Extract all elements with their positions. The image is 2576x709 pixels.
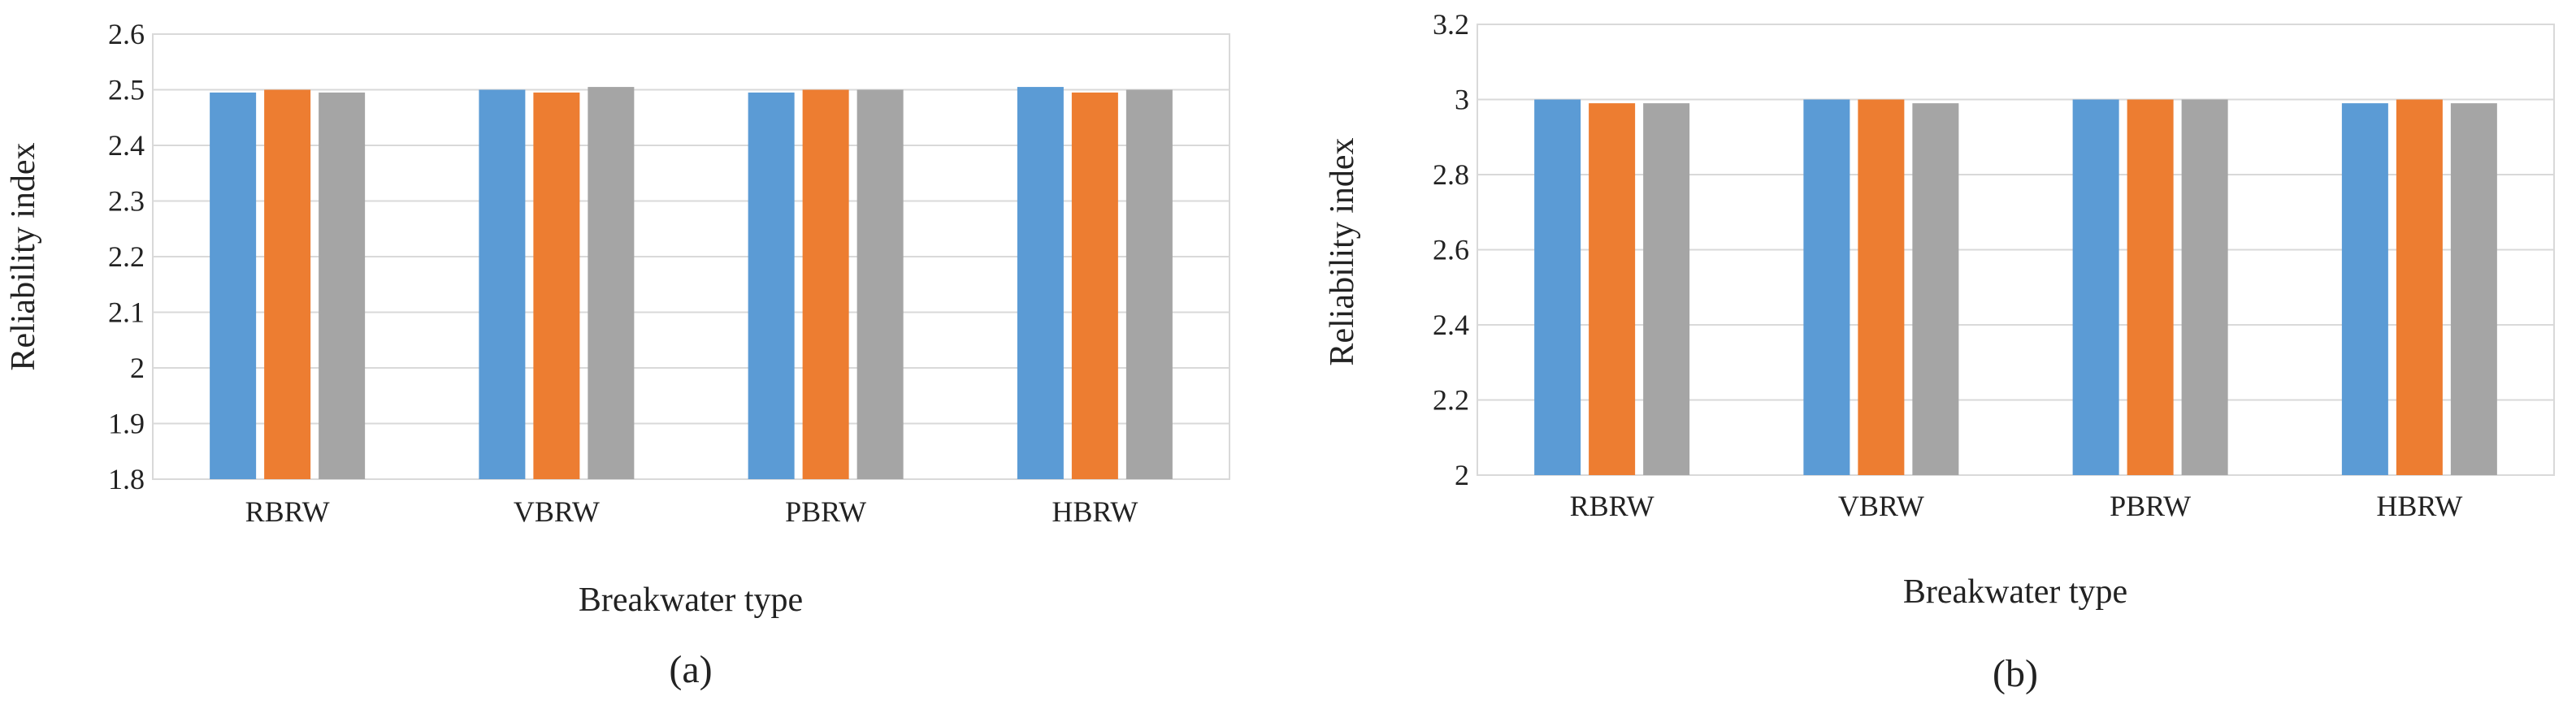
- x-tick-label: RBRW: [1570, 490, 1654, 522]
- y-tick-labels: 2 2.2 2.4 2.6 2.8 3 3.2: [1433, 8, 1469, 491]
- x-tick-label: PBRW: [785, 495, 866, 528]
- y-tick-label: 2.8: [1433, 158, 1469, 191]
- bar-hbrw-series-1: [1017, 87, 1064, 479]
- bar-vbrw-series-1: [1803, 99, 1850, 475]
- y-tick-label: 2.3: [108, 185, 145, 218]
- bar-pbrw-series-2: [802, 89, 849, 479]
- bar-hbrw-series-3: [2450, 103, 2497, 475]
- bar-rbrw-series-3: [1643, 103, 1690, 475]
- y-tick-label: 1.9: [108, 408, 145, 440]
- bar-pbrw-series-3: [2181, 99, 2228, 475]
- y-axis-title: Reliability index: [1324, 137, 1361, 365]
- panel-label-a: (a): [669, 648, 712, 691]
- panel-label-b: (b): [1993, 652, 2038, 695]
- bar-vbrw-series-2: [533, 92, 580, 480]
- y-tick-label: 1.8: [108, 463, 145, 495]
- y-tick-label: 2.6: [108, 18, 145, 50]
- chart-panel-b: 2 2.2 2.4 2.6 2.8 3 3.2 RBRW VBRW PBRW HBRW Relia…: [1324, 8, 2555, 695]
- x-axis-title: Breakwater type: [579, 581, 803, 619]
- x-axis-title: Breakwater type: [1903, 573, 2127, 611]
- bar-pbrw-series-2: [2127, 99, 2174, 475]
- bar-vbrw-series-2: [1858, 99, 1905, 475]
- bar-vbrw-series-3: [1912, 103, 1959, 475]
- bars: [1534, 99, 2497, 475]
- bar-pbrw-series-3: [856, 89, 904, 479]
- bar-pbrw-series-1: [2072, 99, 2119, 475]
- bar-rbrw-series-2: [1589, 103, 1636, 475]
- y-tick-label: 2.4: [108, 129, 145, 162]
- y-tick-label: 2.2: [108, 240, 145, 273]
- x-tick-labels: RBRW VBRW PBRW HBRW: [1570, 490, 2463, 522]
- y-tick-labels: 1.8 1.9 2 2.1 2.2 2.3 2.4 2.5 2.6: [108, 18, 145, 495]
- x-tick-label: PBRW: [2110, 490, 2191, 522]
- x-tick-label: HBRW: [1052, 495, 1138, 528]
- y-tick-label: 3.2: [1433, 8, 1469, 41]
- y-tick-label: 2.5: [108, 74, 145, 106]
- bar-hbrw-series-3: [1125, 89, 1173, 479]
- bar-hbrw-series-2: [2396, 99, 2443, 475]
- y-tick-label: 3: [1455, 84, 1469, 116]
- y-tick-label: 2: [130, 352, 145, 384]
- y-axis-title: Reliability index: [5, 142, 42, 370]
- bar-rbrw-series-1: [210, 92, 257, 480]
- bar-hbrw-series-2: [1071, 92, 1118, 480]
- chart-panel-a: 1.8 1.9 2 2.1 2.2 2.3 2.4 2.5 2.6 RBRW VBRW PBRW HB…: [5, 18, 1230, 691]
- bar-rbrw-series-2: [264, 89, 311, 479]
- x-tick-labels: RBRW VBRW PBRW HBRW: [245, 495, 1138, 528]
- x-tick-label: HBRW: [2376, 490, 2462, 522]
- y-tick-label: 2.1: [108, 296, 145, 329]
- bar-pbrw-series-1: [748, 92, 795, 480]
- bars: [210, 87, 1173, 480]
- bar-rbrw-series-1: [1534, 99, 1581, 475]
- bar-rbrw-series-3: [319, 92, 366, 480]
- bar-vbrw-series-1: [479, 89, 526, 479]
- x-tick-label: VBRW: [514, 495, 600, 528]
- y-tick-label: 2.6: [1433, 234, 1469, 266]
- y-tick-label: 2.2: [1433, 384, 1469, 417]
- bar-vbrw-series-3: [588, 87, 635, 479]
- x-tick-label: VBRW: [1838, 490, 1924, 522]
- x-tick-label: RBRW: [245, 495, 330, 528]
- y-tick-label: 2: [1455, 459, 1469, 491]
- bar-hbrw-series-1: [2341, 103, 2388, 475]
- y-tick-label: 2.4: [1433, 309, 1469, 341]
